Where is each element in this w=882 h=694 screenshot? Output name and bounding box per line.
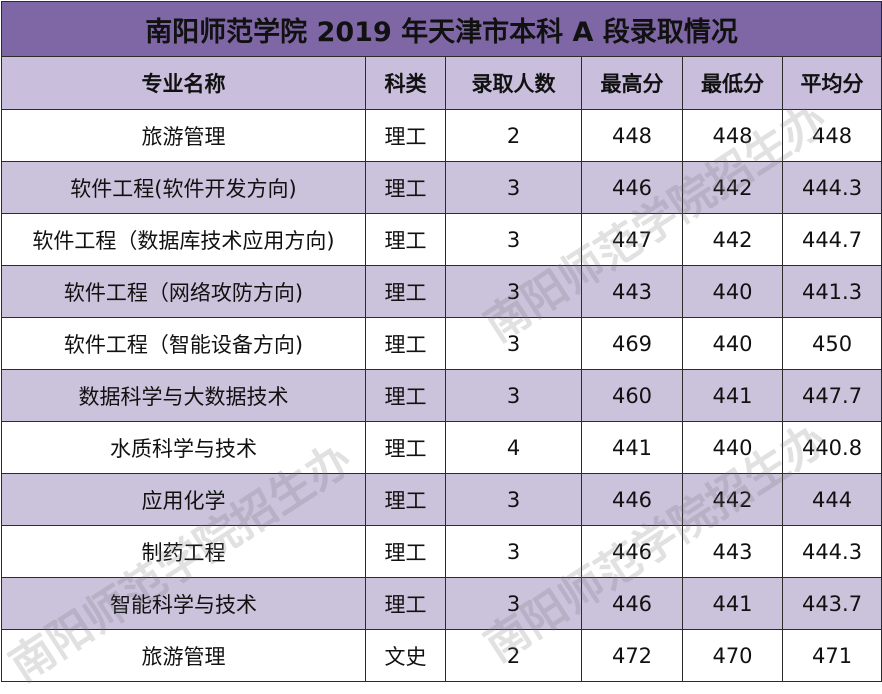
cell-major-name: 数据科学与大数据技术 <box>1 369 366 422</box>
cell-min-score: 441 <box>682 577 783 630</box>
cell-max-score: 469 <box>581 317 683 370</box>
cell-admitted-count: 3 <box>445 317 582 370</box>
cell-category: 理工 <box>365 265 446 318</box>
table-row: 制药工程 理工 3 446 443 444.3 <box>1 525 882 578</box>
header-admitted-count: 录取人数 <box>445 56 582 110</box>
cell-min-score: 448 <box>682 109 783 162</box>
cell-max-score: 443 <box>581 265 683 318</box>
cell-major-name: 旅游管理 <box>1 109 366 162</box>
cell-major-name: 应用化学 <box>1 473 366 526</box>
table-body: 旅游管理 理工 2 448 448 448 软件工程(软件开发方向) 理工 3 446 442 444… <box>1 109 882 682</box>
header-category: 科类 <box>365 56 446 110</box>
cell-min-score: 443 <box>682 525 783 578</box>
cell-category: 理工 <box>365 369 446 422</box>
cell-max-score: 447 <box>581 213 683 266</box>
cell-min-score: 440 <box>682 265 783 318</box>
cell-category: 理工 <box>365 109 446 162</box>
header-max-score: 最高分 <box>581 56 683 110</box>
cell-category: 理工 <box>365 317 446 370</box>
cell-major-name: 软件工程(软件开发方向) <box>1 161 366 214</box>
table-row: 软件工程(软件开发方向) 理工 3 446 442 444.3 <box>1 161 882 214</box>
table-row: 数据科学与大数据技术 理工 3 460 441 447.7 <box>1 369 882 422</box>
cell-admitted-count: 3 <box>445 213 582 266</box>
cell-category: 理工 <box>365 577 446 630</box>
cell-min-score: 440 <box>682 317 783 370</box>
table-row: 智能科学与技术 理工 3 446 441 443.7 <box>1 577 882 630</box>
cell-admitted-count: 3 <box>445 577 582 630</box>
cell-category: 理工 <box>365 421 446 474</box>
cell-max-score: 441 <box>581 421 683 474</box>
table-row: 软件工程（智能设备方向) 理工 3 469 440 450 <box>1 317 882 370</box>
table-row: 水质科学与技术 理工 4 441 440 440.8 <box>1 421 882 474</box>
cell-category: 理工 <box>365 213 446 266</box>
cell-max-score: 448 <box>581 109 683 162</box>
table-row: 软件工程（数据库技术应用方向) 理工 3 447 442 444.7 <box>1 213 882 266</box>
cell-max-score: 446 <box>581 161 683 214</box>
cell-major-name: 软件工程（网络攻防方向) <box>1 265 366 318</box>
cell-category: 理工 <box>365 161 446 214</box>
cell-major-name: 旅游管理 <box>1 629 366 682</box>
cell-min-score: 442 <box>682 473 783 526</box>
table-row: 旅游管理 理工 2 448 448 448 <box>1 109 882 162</box>
cell-max-score: 446 <box>581 525 683 578</box>
cell-avg-score: 448 <box>781 109 882 162</box>
header-row: 专业名称 科类 录取人数 最高分 最低分 平均分 <box>1 56 882 110</box>
cell-min-score: 440 <box>682 421 783 474</box>
cell-admitted-count: 4 <box>445 421 582 474</box>
cell-max-score: 472 <box>581 629 683 682</box>
cell-category: 文史 <box>365 629 446 682</box>
table-title: 南阳师范学院 2019 年天津市本科 A 段录取情况 <box>0 1 882 57</box>
cell-admitted-count: 3 <box>445 161 582 214</box>
cell-max-score: 460 <box>581 369 683 422</box>
cell-min-score: 470 <box>682 629 783 682</box>
cell-min-score: 441 <box>682 369 783 422</box>
cell-avg-score: 443.7 <box>781 577 882 630</box>
table-row: 软件工程（网络攻防方向) 理工 3 443 440 441.3 <box>1 265 882 318</box>
cell-avg-score: 444.3 <box>781 525 882 578</box>
cell-min-score: 442 <box>682 213 783 266</box>
cell-avg-score: 471 <box>781 629 882 682</box>
cell-avg-score: 441.3 <box>781 265 882 318</box>
table-row: 应用化学 理工 3 446 442 444 <box>1 473 882 526</box>
cell-major-name: 制药工程 <box>1 525 366 578</box>
cell-major-name: 软件工程（数据库技术应用方向) <box>1 213 366 266</box>
cell-category: 理工 <box>365 473 446 526</box>
cell-avg-score: 440.8 <box>781 421 882 474</box>
header-avg-score: 平均分 <box>781 56 882 110</box>
header-min-score: 最低分 <box>682 56 783 110</box>
cell-min-score: 442 <box>682 161 783 214</box>
cell-avg-score: 444.7 <box>781 213 882 266</box>
cell-admitted-count: 3 <box>445 265 582 318</box>
cell-major-name: 软件工程（智能设备方向) <box>1 317 366 370</box>
cell-major-name: 水质科学与技术 <box>1 421 366 474</box>
cell-category: 理工 <box>365 525 446 578</box>
cell-admitted-count: 3 <box>445 525 582 578</box>
cell-admitted-count: 3 <box>445 369 582 422</box>
cell-max-score: 446 <box>581 577 683 630</box>
cell-admitted-count: 3 <box>445 473 582 526</box>
cell-avg-score: 444.3 <box>781 161 882 214</box>
cell-admitted-count: 2 <box>445 109 582 162</box>
cell-admitted-count: 2 <box>445 629 582 682</box>
header-major: 专业名称 <box>1 56 366 110</box>
cell-max-score: 446 <box>581 473 683 526</box>
table-row: 旅游管理 文史 2 472 470 471 <box>1 629 882 682</box>
cell-major-name: 智能科学与技术 <box>1 577 366 630</box>
cell-avg-score: 447.7 <box>781 369 882 422</box>
cell-avg-score: 444 <box>781 473 882 526</box>
cell-avg-score: 450 <box>781 317 882 370</box>
